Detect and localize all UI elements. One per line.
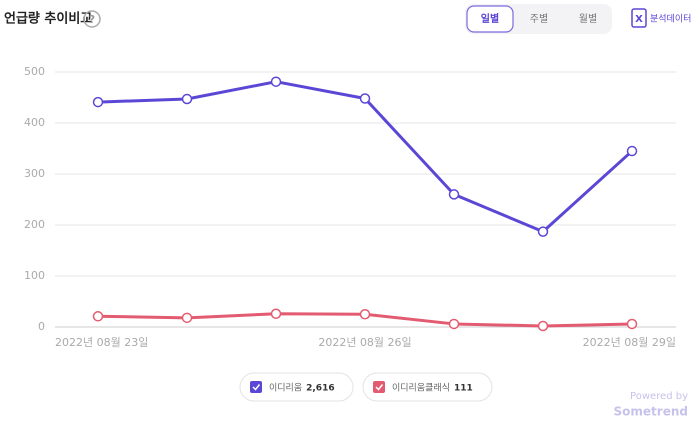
series-line xyxy=(97,80,634,234)
point[interactable] xyxy=(359,309,371,320)
y-tick-label: 0 xyxy=(38,320,45,333)
point[interactable] xyxy=(270,308,282,319)
point[interactable] xyxy=(359,93,371,104)
y-tick-label: 400 xyxy=(24,116,45,129)
x-tick-label: 2022년 08월 23일 xyxy=(55,335,148,349)
tab-active-bg[interactable] xyxy=(466,5,514,33)
help-icon[interactable]: ? xyxy=(89,13,95,26)
tab[interactable]: 월별 xyxy=(579,13,597,25)
point[interactable] xyxy=(448,318,460,330)
legend-value[interactable]: 111 xyxy=(454,384,473,394)
tab[interactable]: 일별 xyxy=(481,12,499,25)
legend-checkbox[interactable] xyxy=(373,381,385,393)
export-button[interactable]: 분석데이터 xyxy=(650,14,691,25)
legend-check[interactable] xyxy=(252,384,261,391)
help-icon-ring[interactable] xyxy=(83,10,101,28)
y-tick-label: 100 xyxy=(24,269,45,282)
legend-name[interactable]: 이디리움 xyxy=(269,383,302,394)
export-icon[interactable] xyxy=(631,8,647,28)
legend-check[interactable] xyxy=(375,384,384,391)
export-icon-mark[interactable]: X xyxy=(635,14,643,25)
point[interactable] xyxy=(181,312,193,324)
point[interactable] xyxy=(92,311,104,322)
point[interactable] xyxy=(537,226,549,237)
point[interactable] xyxy=(626,318,638,330)
legend-checkbox[interactable] xyxy=(250,381,262,393)
tab[interactable]: 주별 xyxy=(530,13,548,25)
point[interactable] xyxy=(537,320,549,332)
point[interactable] xyxy=(270,76,282,87)
x-tick-label: 2022년 08월 26일 xyxy=(318,335,411,349)
legend-name[interactable]: 이디리움클래식 xyxy=(392,383,450,394)
legend-pill[interactable] xyxy=(362,372,493,402)
point[interactable] xyxy=(448,189,460,200)
point[interactable] xyxy=(92,96,104,108)
credit-bottom: Sometrend xyxy=(614,405,688,419)
point[interactable] xyxy=(181,93,193,105)
x-tick-label: 2022년 08월 29일 xyxy=(583,335,676,349)
legend-item[interactable]: 이디리움클래식 111 xyxy=(362,372,493,402)
point[interactable] xyxy=(626,145,638,157)
chart-title: 언급량 추이비교 xyxy=(4,11,92,27)
legend-value[interactable]: 2,616 xyxy=(306,384,334,394)
y-tick-label: 300 xyxy=(24,167,45,180)
y-tick-label: 200 xyxy=(24,218,45,231)
credit-top: Powered by xyxy=(630,391,688,402)
legend-item[interactable]: 이디리움 2,616 xyxy=(239,372,354,402)
legend-pill[interactable] xyxy=(239,372,354,402)
y-tick-label: 500 xyxy=(24,65,45,78)
